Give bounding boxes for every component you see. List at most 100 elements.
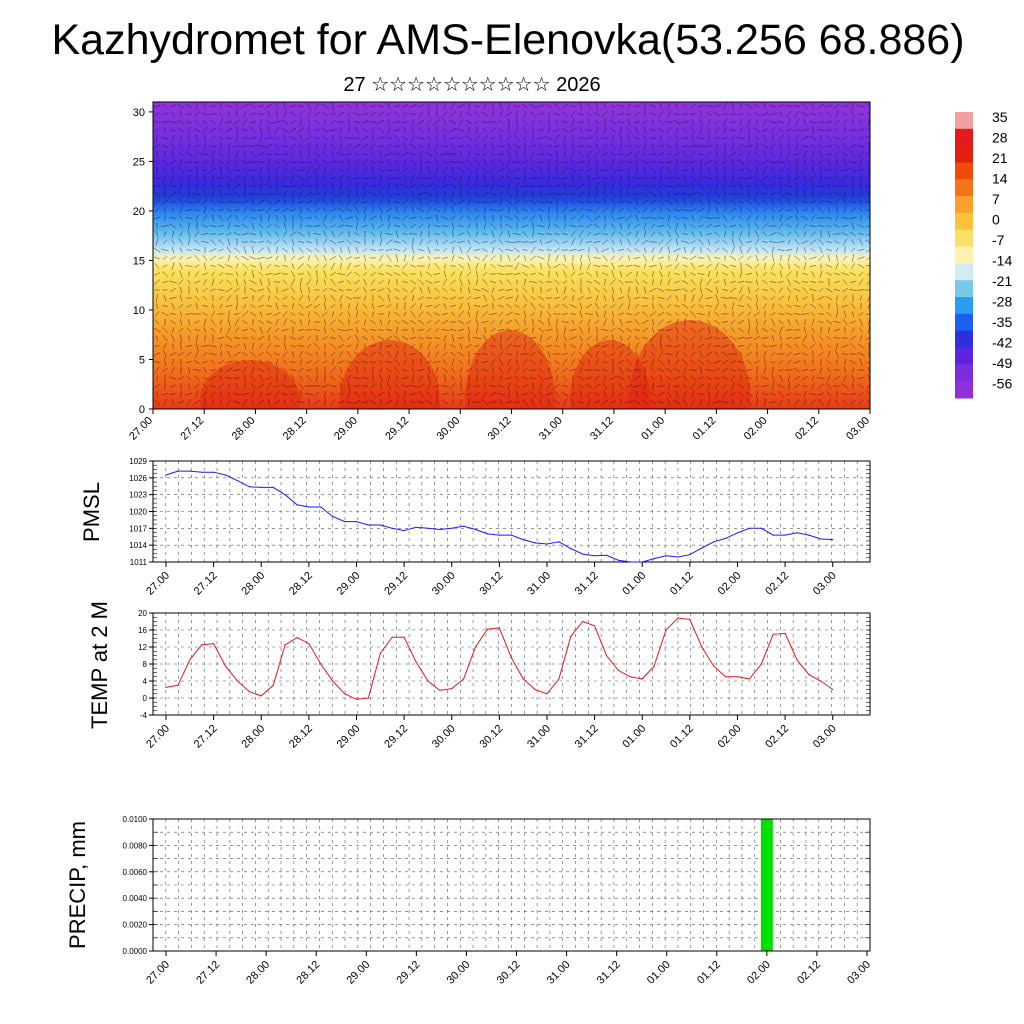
x-tick-label: 31.00 — [525, 570, 553, 598]
x-tick-label: 02.12 — [795, 959, 823, 987]
x-tick-label: 30.12 — [478, 570, 506, 598]
x-tick-label: 01.12 — [691, 415, 719, 443]
data-point — [808, 674, 810, 676]
data-point — [820, 538, 822, 540]
colorbar-swatch — [955, 246, 973, 264]
data-point — [510, 534, 512, 536]
warm-zone — [340, 340, 440, 409]
colorbar-swatch — [955, 330, 973, 349]
y-tick-label: 25 — [133, 156, 145, 168]
colorbar-swatch — [955, 128, 973, 147]
data-point — [236, 480, 238, 482]
x-tick-label: 27.00 — [144, 723, 172, 751]
colorbar-label: 14 — [992, 171, 1008, 187]
y-tick-label: 12 — [138, 643, 147, 652]
data-point — [284, 494, 286, 496]
x-tick-label: 29.00 — [335, 570, 363, 598]
x-tick-label: 28.00 — [239, 723, 267, 751]
data-point — [320, 663, 322, 665]
y-tick-label: -4 — [140, 711, 148, 720]
data-point — [474, 528, 477, 531]
pmsl-x-axis: 27.00 27.12 28.00 28.12 29.00 29.12 30.00 30.12… — [144, 562, 839, 598]
wind-vectors — [153, 102, 870, 406]
precip-panel: 0.0000 0.0020 0.0040 0.0060 0.0080 0.0100 27.… — [65, 815, 873, 987]
y-tick-label: 0.0000 — [123, 947, 148, 956]
x-tick-label: 02.00 — [716, 570, 744, 598]
data-point — [236, 680, 238, 682]
data-point — [201, 471, 203, 473]
data-point — [498, 627, 500, 629]
x-tick-label: 29.00 — [335, 723, 363, 751]
series-line — [165, 470, 833, 563]
x-tick-label: 01.00 — [645, 959, 673, 987]
data-point — [832, 688, 834, 691]
colorbar-label: 0 — [992, 212, 1000, 228]
x-tick-label: 03.00 — [844, 415, 872, 443]
x-tick-label: 27.12 — [192, 570, 220, 598]
y-tick-label: 4 — [143, 677, 148, 686]
heatmap-field — [153, 102, 870, 409]
colorbar-label: 28 — [992, 130, 1008, 146]
data-point — [546, 693, 548, 695]
data-point — [689, 554, 691, 556]
x-tick-label: 28.00 — [230, 415, 258, 443]
colorbar-label: -49 — [992, 355, 1012, 371]
data-point — [391, 527, 393, 529]
data-point — [665, 555, 667, 557]
data-point — [713, 541, 715, 543]
y-tick-label: 1026 — [129, 474, 147, 483]
colorbar-label: -7 — [992, 232, 1005, 248]
precip-bar — [760, 819, 773, 951]
data-point — [391, 636, 393, 638]
warm-zone — [465, 330, 555, 409]
x-tick-label: 31.12 — [573, 570, 601, 598]
temp-ylabel: TEMP at 2 M — [87, 601, 112, 729]
data-point — [177, 470, 179, 472]
x-tick-label: 28.00 — [244, 959, 272, 987]
y-tick-label: 20 — [138, 609, 147, 618]
data-point — [355, 698, 358, 700]
data-point — [510, 657, 512, 659]
y-tick-label: 1017 — [129, 524, 147, 533]
y-tick-label: 1014 — [129, 541, 147, 550]
x-tick-label: 02.00 — [742, 415, 770, 443]
warm-zones — [200, 320, 750, 409]
colorbar-swatch — [955, 196, 973, 214]
data-point — [427, 680, 429, 682]
x-tick-label: 02.12 — [763, 723, 791, 751]
x-tick-label: 29.00 — [344, 959, 372, 987]
data-point — [355, 521, 358, 523]
data-point — [653, 558, 655, 560]
y-tick-label: 0 — [143, 694, 148, 703]
data-point — [534, 688, 536, 691]
data-point — [486, 628, 489, 630]
x-tick-label: 03.00 — [811, 570, 839, 598]
temp-series — [165, 617, 834, 700]
colorbar-label: -42 — [992, 335, 1012, 351]
colorbar-label: 7 — [992, 191, 1000, 207]
data-point — [605, 554, 608, 556]
x-tick-label: 31.00 — [545, 959, 573, 987]
x-tick-label: 28.12 — [287, 570, 315, 598]
data-point — [260, 486, 262, 488]
x-tick-label: 30.12 — [486, 415, 514, 443]
colorbar-swatch — [955, 280, 973, 298]
y-tick-label: 1020 — [129, 508, 147, 517]
colorbar-swatch — [955, 297, 973, 315]
colorbar-label: 21 — [992, 150, 1008, 166]
data-point — [725, 676, 727, 678]
x-tick-label: 31.00 — [525, 723, 553, 751]
x-tick-label: 30.00 — [430, 570, 458, 598]
x-tick-label: 01.00 — [639, 415, 667, 443]
x-tick-label: 29.12 — [395, 959, 423, 987]
x-tick-label: 30.12 — [495, 959, 523, 987]
colorbar-label: -28 — [992, 294, 1012, 310]
data-point — [617, 669, 620, 672]
colorbar: 35 28 21 14 7 0 -7 -14 -21 -28 -35 -42 -49 -56 — [955, 109, 1012, 399]
x-tick-label: 27.12 — [192, 723, 220, 751]
colorbar-swatch — [955, 212, 973, 231]
chart-title: Kazhydromet for AMS-Elenovka(53.256 68.8… — [51, 16, 965, 64]
x-tick-label: 28.00 — [239, 570, 267, 598]
x-tick-label: 30.00 — [430, 723, 458, 751]
data-point — [213, 471, 215, 473]
